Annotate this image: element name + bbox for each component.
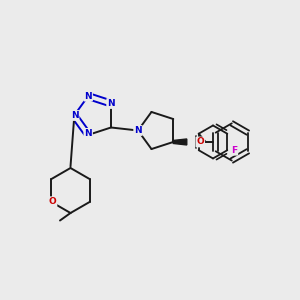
Text: N: N — [107, 99, 115, 108]
Text: N: N — [71, 111, 79, 120]
Text: O: O — [49, 197, 56, 206]
Text: N: N — [84, 92, 92, 100]
Text: F: F — [231, 146, 237, 155]
Text: N: N — [84, 129, 92, 138]
Polygon shape — [173, 139, 187, 145]
Text: O: O — [196, 137, 204, 146]
Text: N: N — [134, 126, 142, 135]
